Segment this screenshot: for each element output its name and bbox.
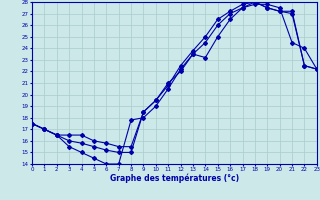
X-axis label: Graphe des températures (°c): Graphe des températures (°c) bbox=[110, 174, 239, 183]
